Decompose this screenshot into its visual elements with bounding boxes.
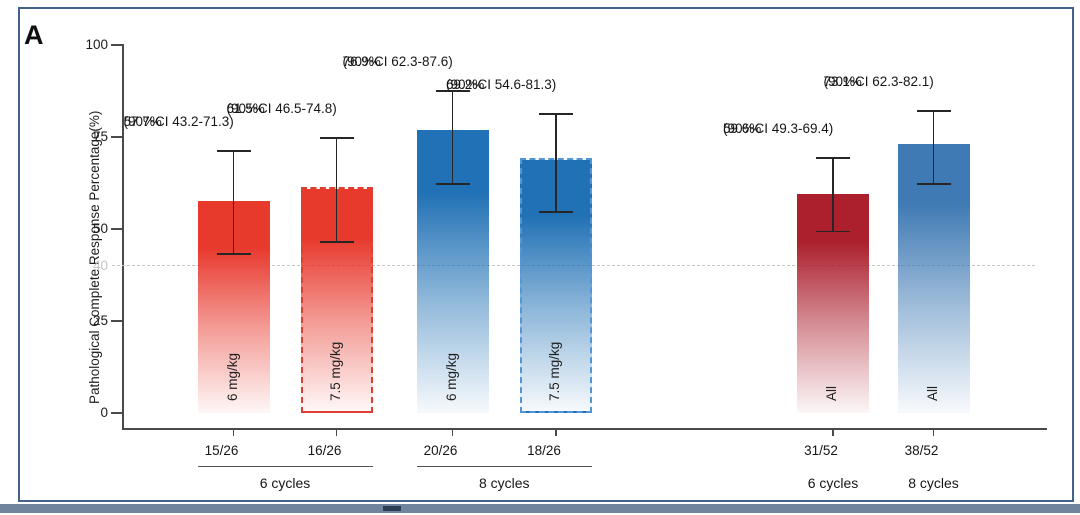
reference-line-label: 40: [92, 257, 108, 273]
error-bar-cap-bottom: [916, 182, 951, 185]
bar-dose-label-6-mg-kg-8-cycles: 6 mg/kg: [443, 352, 459, 401]
bar-all-8-cycles: [897, 143, 970, 413]
bar-dose-label-7.5-mg-kg-8-cycles: 7.5 mg/kg: [547, 341, 562, 401]
group-label: 6 cycles: [259, 475, 311, 491]
bar-ci-text: (90%CI 62.3-87.6): [342, 53, 453, 69]
error-bar-cap-bottom: [816, 230, 850, 233]
x-axis-line: [122, 428, 1047, 430]
bar-count-label-7.5-mg-kg-6-cycles: 16/26: [307, 443, 342, 458]
x-axis-tick: [932, 428, 935, 436]
bar-ci-text: (90%CI 46.5-74.8): [226, 100, 337, 116]
bar-count-label-all-8-cycles: 38/52: [904, 443, 939, 458]
error-bar-cap-top: [319, 136, 354, 139]
x-axis-tick: [232, 428, 235, 436]
bar-count-label-6-mg-kg-8-cycles: 20/26: [423, 443, 458, 458]
error-bar-cap-bottom: [539, 211, 573, 213]
bar-percentage-text: 59.6%: [723, 120, 762, 136]
bar-ci-text: (90%CI 49.3-69.4): [723, 120, 834, 136]
error-bar-cap-top: [216, 149, 251, 152]
y-axis-tick-label: 0: [100, 405, 108, 420]
panel-label: A: [24, 20, 44, 50]
bar-count-label-7.5-mg-kg-8-cycles: 18/26: [527, 443, 561, 458]
group-label: 6 cycles: [807, 475, 859, 491]
x-axis-tick: [335, 428, 338, 436]
y-axis-tick-label: 50: [92, 221, 108, 236]
bar-dose-label-all-8-cycles: All: [924, 385, 940, 401]
y-axis-tick: [111, 320, 122, 322]
x-axis-tick: [555, 428, 557, 436]
y-axis-tick: [111, 228, 122, 230]
error-bar-cap-bottom: [435, 182, 470, 185]
bar-count-label-6-mg-kg-6-cycles: 15/26: [204, 443, 239, 458]
error-bar-cap-top: [916, 109, 951, 112]
bar-ci-text: (90%CI 43.2-71.3): [123, 113, 234, 129]
error-bar-cap-top: [816, 156, 850, 159]
x-axis-tick: [451, 428, 454, 436]
error-bar-line-6-mg-kg-6-cycles: [232, 150, 235, 255]
bar-ci-text: (90%CI 62.3-82.1): [823, 73, 934, 89]
bar-count-label-all-6-cycles: 31/52: [804, 443, 838, 458]
y-axis-tick-label: 100: [85, 37, 108, 52]
error-bar-cap-top: [539, 112, 573, 115]
error-bar-cap-top: [435, 89, 470, 92]
bar-dose-label-7.5-mg-kg-6-cycles: 7.5 mg/kg: [327, 341, 343, 401]
y-axis-line: [122, 44, 124, 430]
error-bar-line-all-6-cycles: [832, 157, 834, 232]
bar-percentage-text: 69.2%: [446, 76, 485, 92]
y-axis-tick-label: 75: [92, 129, 108, 144]
error-bar-line-6-mg-kg-8-cycles: [451, 90, 454, 184]
error-bar-cap-bottom: [319, 240, 354, 243]
group-label: 8 cycles: [908, 475, 959, 491]
x-axis-tick: [832, 428, 834, 436]
bar-ci-text: (90%CI 54.6-81.3): [446, 76, 557, 92]
group-underline: [416, 466, 592, 468]
error-bar-line-7.5-mg-kg-8-cycles: [555, 113, 557, 213]
bar-percentage-text: 76.9%: [342, 53, 381, 69]
y-axis-tick: [111, 44, 122, 46]
error-bar-cap-bottom: [216, 253, 251, 255]
bar-percentage-text: 57.7%: [123, 113, 162, 129]
group-label: 8 cycles: [478, 475, 530, 491]
group-underline: [197, 466, 373, 468]
error-bar-line-all-8-cycles: [932, 110, 935, 184]
bottom-window-edge: [0, 504, 1080, 513]
bar-dose-label-all-6-cycles: All: [824, 385, 839, 401]
bar-percentage-text: 73.1%: [823, 73, 862, 89]
error-bar-line-7.5-mg-kg-6-cycles: [335, 137, 338, 242]
bar-percentage-text: 61.5%: [226, 100, 265, 116]
y-axis-tick: [111, 136, 122, 138]
y-axis-tick: [111, 412, 122, 414]
y-axis-tick-label: 25: [92, 313, 108, 328]
bar-dose-label-6-mg-kg-6-cycles: 6 mg/kg: [224, 352, 240, 401]
bottom-edge-mark: [383, 506, 401, 511]
